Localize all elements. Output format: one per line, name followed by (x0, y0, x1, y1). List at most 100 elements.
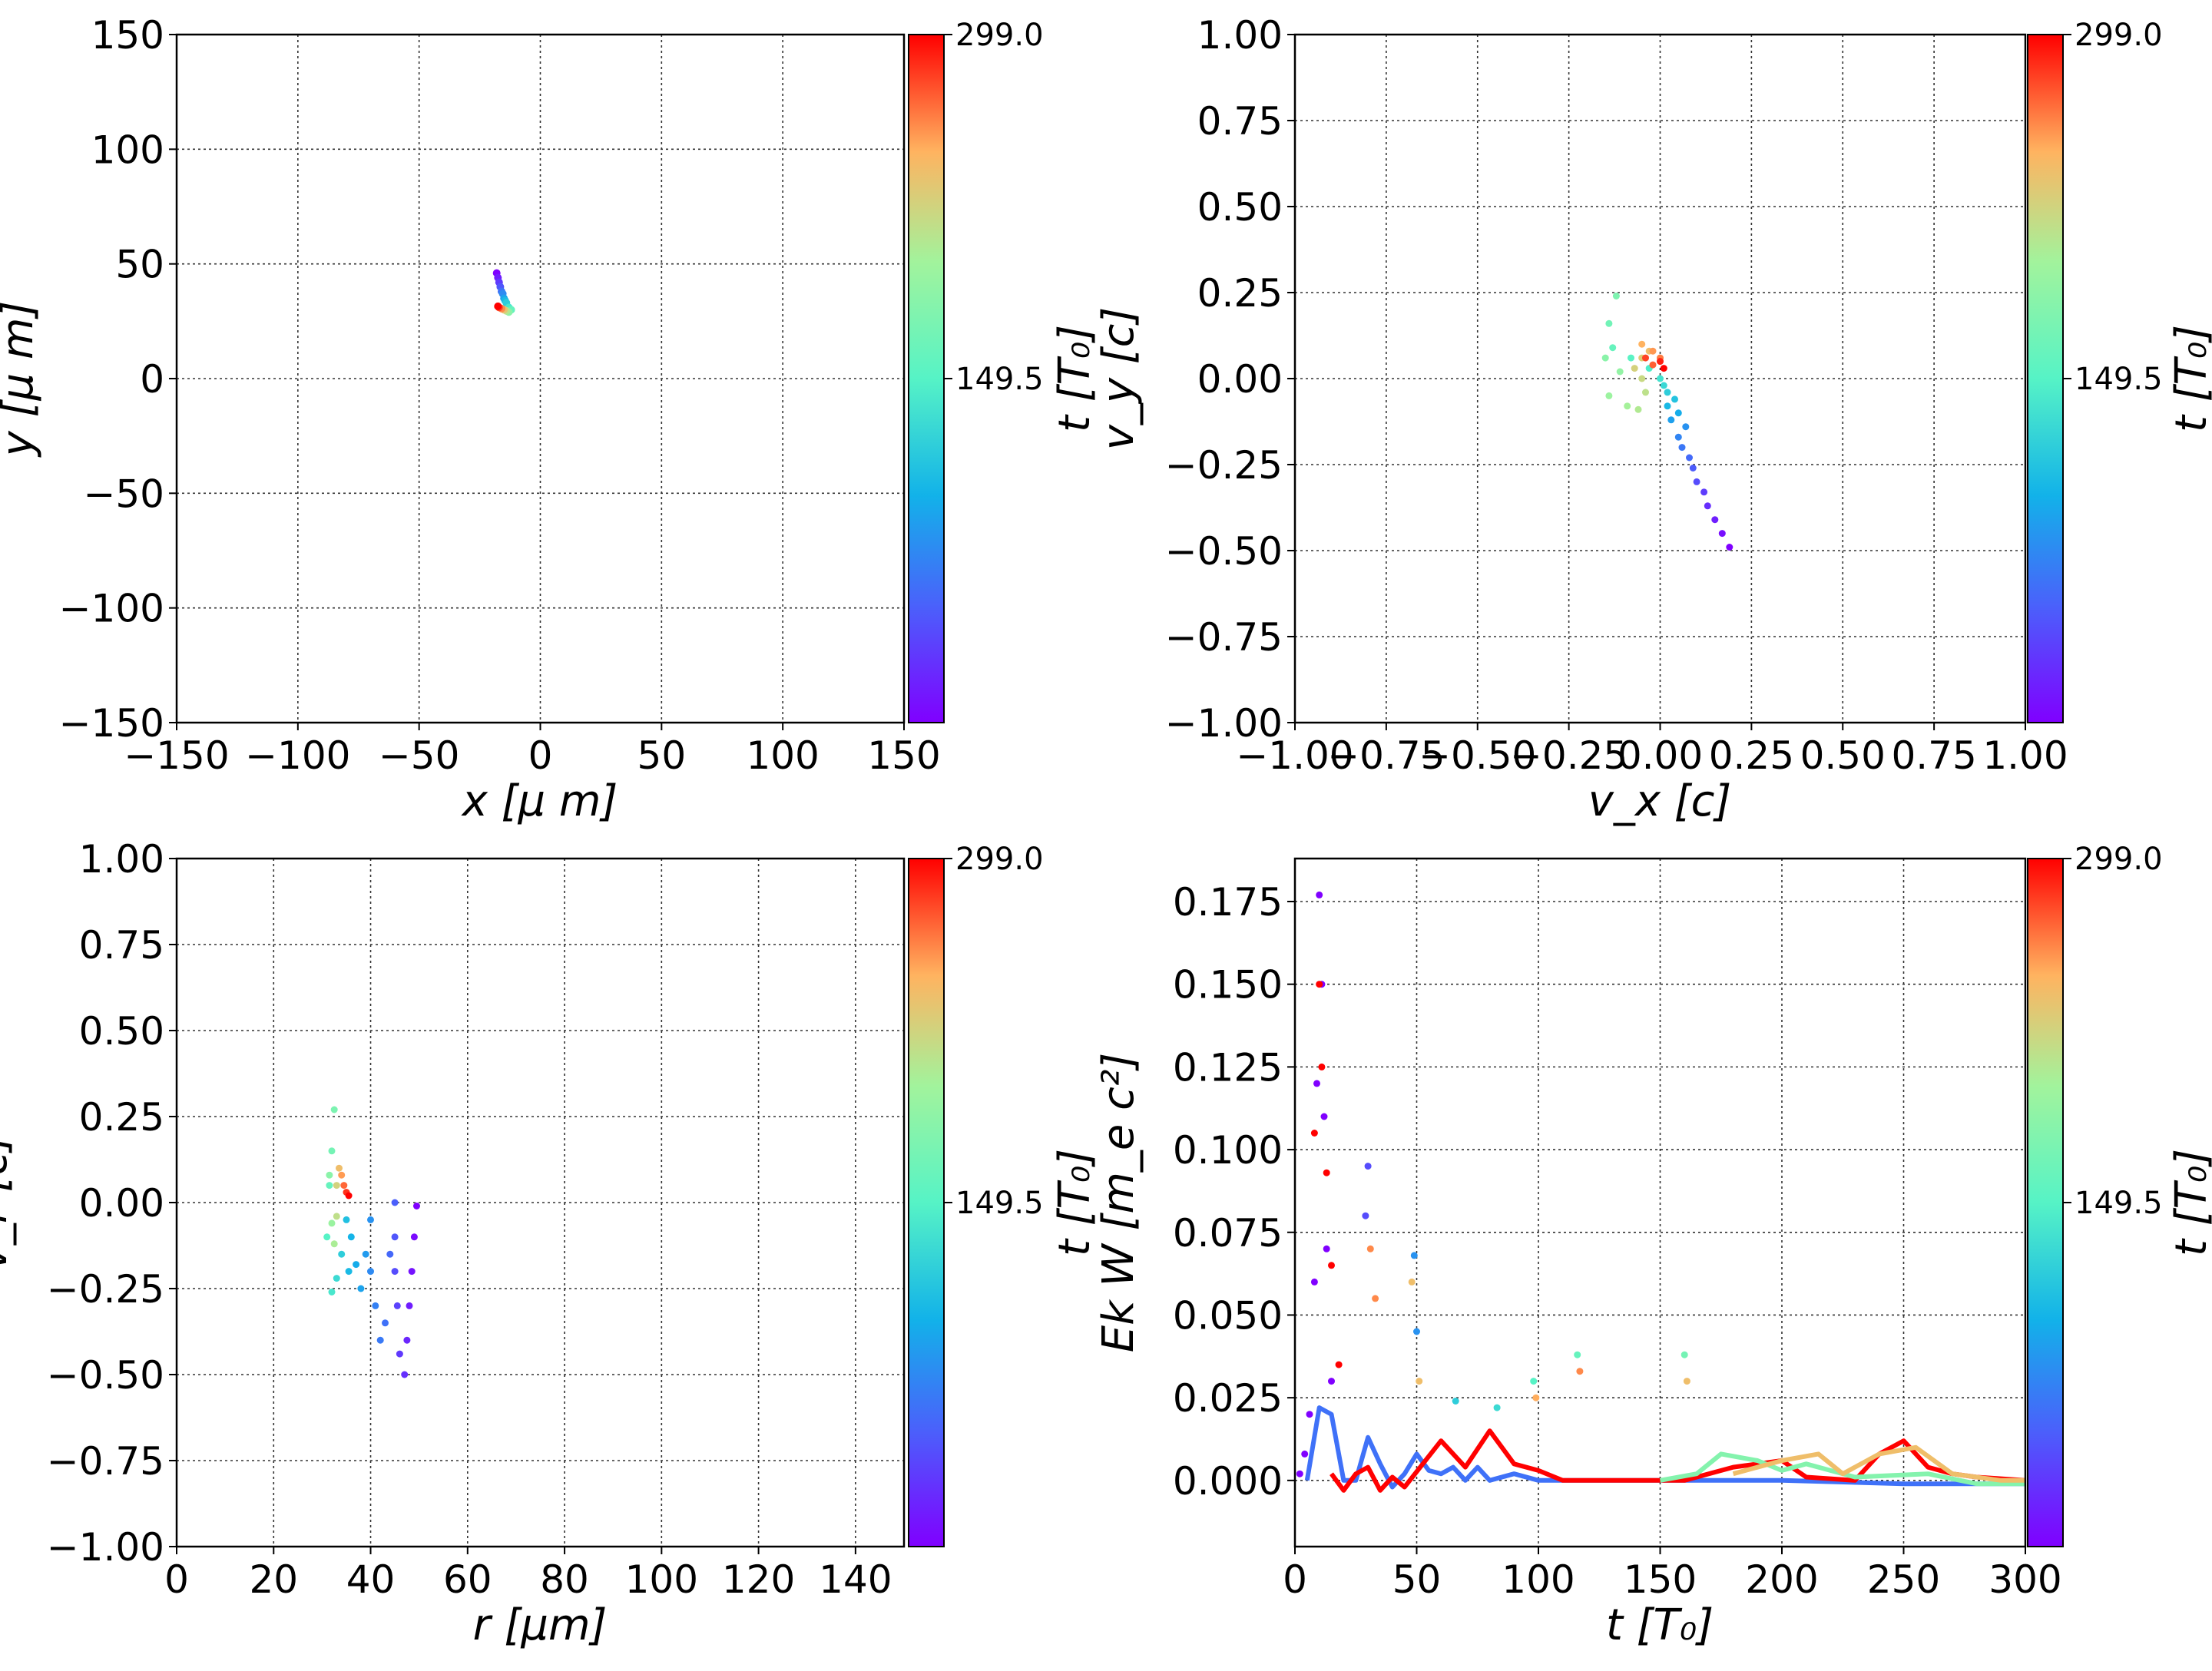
x-tick-label: 100 (625, 1557, 698, 1602)
data-point (1493, 1404, 1501, 1411)
data-point (353, 1261, 360, 1269)
data-point (1323, 1169, 1330, 1176)
colorbar-gradient (908, 858, 945, 1547)
data-point (1362, 1212, 1369, 1219)
data-point (1664, 402, 1671, 410)
colorbar: 299.0 149.5 t [T₀] (908, 842, 1100, 1547)
series-curve (1330, 1428, 2026, 1493)
x-tick-label: 80 (540, 1557, 589, 1602)
data-point (1605, 392, 1613, 399)
data-point (1660, 382, 1667, 389)
x-axis-label: v_x [c] (1588, 776, 1732, 826)
data-point (1574, 1351, 1581, 1358)
colorbar: 299.0 149.5 t [T₀] (2027, 18, 2212, 723)
data-point (396, 1350, 403, 1358)
data-point (1634, 405, 1642, 413)
x-tick-label: 60 (443, 1557, 492, 1602)
data-point (1624, 402, 1631, 410)
y-tick-label: −0.75 (47, 1439, 164, 1484)
y-tick-label: 0.25 (1197, 271, 1283, 316)
data-point (328, 1289, 336, 1295)
data-point (333, 1182, 340, 1190)
y-tick-label: 0.00 (79, 1181, 164, 1226)
x-tick-label: −0.75 (1327, 733, 1445, 778)
data-point (1316, 891, 1323, 898)
series-curve (1659, 1451, 2025, 1487)
data-point (1323, 1245, 1330, 1252)
y-tick-label: 1.00 (1197, 13, 1283, 58)
y-tick-label: 0.75 (1197, 99, 1283, 144)
data-point (328, 1147, 336, 1155)
data-point (1681, 1351, 1688, 1358)
data-point (1683, 1378, 1690, 1385)
data-point (391, 1268, 399, 1276)
x-tick-label: 0.75 (1891, 733, 1976, 778)
data-point (1649, 361, 1657, 369)
panel-vxvy: −1.00−0.75−0.50−0.250.00 0.25 0.50 0.75 1.00… (1094, 13, 2212, 826)
data-point (403, 1336, 411, 1344)
data-point (408, 1268, 416, 1276)
x-tick-label: −1.00 (1236, 733, 1353, 778)
data-point (1413, 1328, 1420, 1335)
x-tick-label: 1.00 (1982, 733, 2068, 778)
y-tick-label: −0.25 (47, 1267, 164, 1312)
data-point (393, 1302, 401, 1309)
y-tick-label: −1.00 (1165, 701, 1283, 746)
data-point (1416, 1378, 1423, 1385)
data-point (326, 1182, 333, 1190)
data-point (1689, 465, 1697, 472)
data-point (1674, 409, 1682, 417)
y-tick-label: 0.025 (1173, 1376, 1283, 1421)
data-point (1678, 444, 1686, 452)
data-point (1638, 340, 1646, 348)
y-tick-label: 50 (115, 243, 164, 287)
y-tick-label: 150 (91, 13, 164, 58)
data-point (345, 1192, 353, 1199)
data-point (333, 1213, 340, 1220)
colorbar-tick-mid: 149.5 (2075, 1186, 2163, 1221)
data-point (343, 1216, 350, 1223)
data-point (345, 1268, 353, 1276)
y-tick-label: 0.00 (1197, 357, 1283, 402)
data-point (413, 1203, 420, 1209)
y-tick-label: −0.50 (47, 1353, 164, 1398)
y-tick-label: −0.50 (1165, 529, 1283, 574)
data-point (1306, 1411, 1313, 1418)
data-point (1667, 416, 1675, 424)
y-tick-label: 1.00 (79, 837, 164, 882)
data-point (333, 1275, 340, 1282)
x-tick-label: −150 (124, 733, 229, 778)
data-point (1296, 1470, 1303, 1477)
colorbar-tick-mid: 149.5 (955, 1186, 1044, 1221)
data-point (1642, 354, 1649, 362)
data-point (1320, 1113, 1328, 1120)
data-point (1364, 1163, 1372, 1170)
data-point (330, 1240, 338, 1248)
data-point (1693, 478, 1700, 485)
data-point (376, 1336, 384, 1344)
data-point (336, 1164, 343, 1172)
data-point (1328, 1378, 1335, 1385)
data-point (1649, 347, 1657, 355)
panel-rvr: 0 20 40 60 80 100 120 140 1.00 0.75 0.50 0.25 0.00 −… (0, 837, 1100, 1650)
colorbar-tick-max: 299.0 (2075, 842, 2163, 877)
data-point (494, 302, 502, 310)
y-tick-label: 0.75 (79, 923, 164, 968)
data-point (1366, 1245, 1374, 1252)
y-tick-label: 0.25 (79, 1095, 164, 1140)
data-point (326, 1171, 333, 1179)
x-axis-label: r [μm] (473, 1600, 608, 1650)
data-point (1638, 375, 1646, 382)
colorbar-gradient (908, 34, 945, 723)
data-point (328, 1219, 336, 1227)
y-tick-label: −150 (59, 701, 164, 746)
colorbar-gradient (2027, 858, 2064, 1547)
data-point (367, 1268, 374, 1276)
x-axis-label: x [μ m] (461, 776, 618, 826)
x-tick-label: 50 (1392, 1557, 1442, 1602)
data-point (1660, 365, 1667, 372)
colorbar-tick-mid: 149.5 (955, 362, 1044, 397)
data-point (357, 1285, 365, 1292)
data-point (386, 1250, 394, 1258)
x-tick-label: 0.00 (1618, 733, 1703, 778)
